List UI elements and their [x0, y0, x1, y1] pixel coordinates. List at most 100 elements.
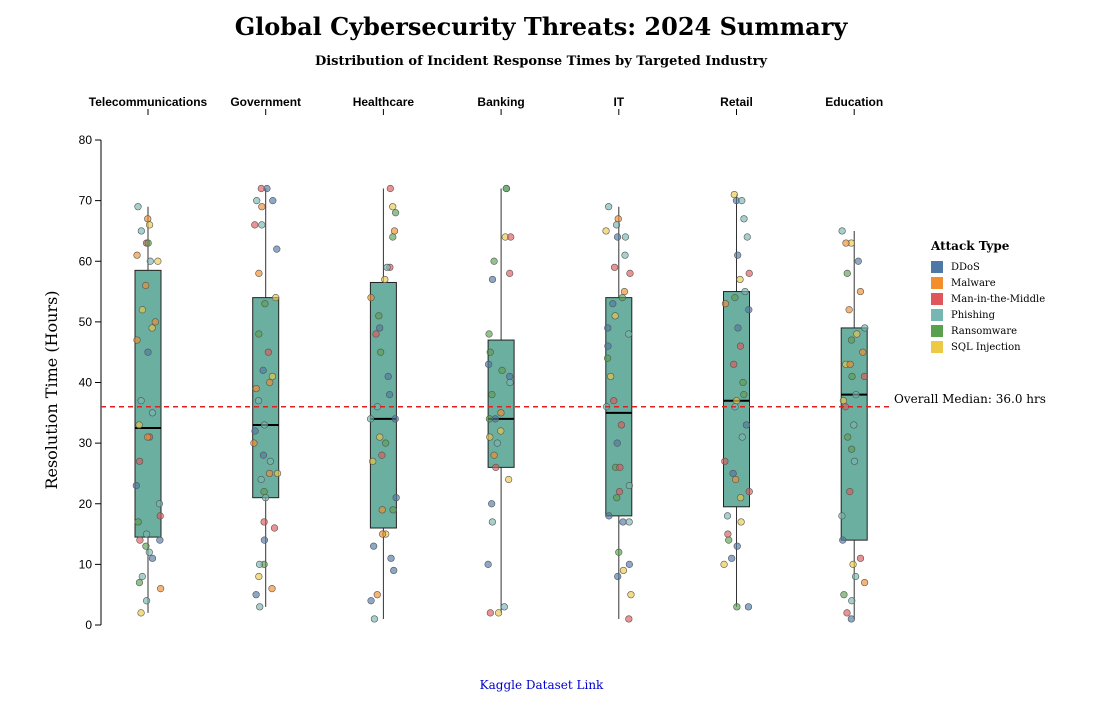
data-point: [743, 233, 751, 241]
data-point: [488, 518, 496, 526]
data-point: [491, 415, 499, 423]
data-point: [745, 269, 753, 277]
overall-median-label: Overall Median: 36.0 hrs: [894, 392, 1046, 406]
data-point: [720, 560, 728, 568]
data-point: [850, 457, 859, 465]
data-point: [134, 518, 142, 526]
data-point: [745, 306, 753, 314]
data-point: [260, 536, 269, 544]
data-point: [497, 427, 505, 435]
legend-item: Man-in-the-Middle: [931, 293, 1045, 305]
data-point: [144, 433, 152, 441]
legend-title: Attack Type: [930, 239, 1010, 253]
data-point: [260, 488, 268, 496]
data-point: [847, 336, 856, 344]
data-point: [740, 391, 748, 399]
data-point: [257, 475, 265, 484]
data-point: [137, 609, 145, 617]
iqr-box: [487, 339, 515, 468]
legend: DDoS Malware Man-in-the-Middle Phishing Rans…: [931, 261, 1045, 353]
data-point: [611, 312, 619, 320]
data-point: [838, 512, 846, 520]
points-layer: [132, 184, 869, 623]
data-point: [378, 530, 387, 538]
data-point: [730, 190, 738, 199]
data-point: [840, 591, 848, 599]
legend-label: Malware: [951, 278, 996, 289]
data-point: [135, 421, 143, 429]
data-point: [721, 457, 729, 465]
data-point: [604, 342, 612, 350]
data-point: [378, 506, 386, 514]
data-point: [370, 615, 379, 623]
dataset-link[interactable]: Kaggle Dataset Link: [479, 678, 604, 692]
data-point: [367, 294, 375, 302]
data-point: [738, 197, 746, 205]
data-point: [610, 397, 618, 405]
data-point: [151, 318, 159, 326]
data-point: [844, 433, 852, 441]
data-point: [848, 597, 856, 605]
data-point: [490, 257, 498, 265]
data-point: [744, 603, 753, 611]
data-point: [617, 421, 626, 429]
data-point: [148, 409, 157, 417]
data-point: [260, 421, 269, 429]
data-point: [132, 481, 140, 490]
data-point: [625, 615, 633, 623]
data-point: [264, 348, 272, 356]
data-point: [485, 360, 493, 368]
data-point: [614, 215, 622, 223]
data-point: [494, 609, 503, 617]
data-point: [861, 578, 869, 587]
data-point: [255, 572, 263, 581]
data-point: [259, 366, 267, 374]
y-axis-label: Resolution Time (Hours): [42, 290, 61, 489]
data-point: [265, 469, 274, 478]
data-point: [732, 475, 740, 484]
data-point: [731, 294, 739, 302]
dataset-link-wrap: Kaggle Dataset Link: [0, 678, 1083, 692]
legend-label: DDoS: [951, 262, 980, 273]
y-tick-label: 50: [79, 315, 93, 329]
x-axis: Telecommunications Government Healthcare Ba…: [89, 95, 883, 115]
legend-item: DDoS: [931, 261, 980, 273]
data-point: [142, 530, 151, 538]
data-point: [390, 227, 399, 235]
data-point: [134, 203, 142, 211]
data-point: [377, 348, 385, 356]
data-point: [614, 572, 622, 581]
legend-item: Ransomware: [931, 325, 1017, 337]
data-point: [615, 488, 624, 496]
data-point: [839, 536, 847, 544]
data-point: [723, 512, 732, 520]
data-point: [389, 506, 397, 514]
data-point: [613, 439, 621, 447]
data-point: [845, 306, 853, 314]
data-point: [849, 560, 857, 568]
data-point: [619, 566, 628, 575]
data-point: [838, 227, 846, 235]
data-point: [613, 233, 622, 241]
legend-swatch: [931, 277, 943, 289]
data-point: [261, 494, 270, 502]
data-point: [856, 554, 865, 562]
data-point: [157, 585, 165, 593]
x-category-label: Education: [825, 95, 883, 109]
data-point: [142, 281, 150, 290]
data-point: [850, 421, 858, 429]
data-point: [370, 542, 378, 550]
data-point: [255, 560, 264, 568]
data-point: [736, 342, 745, 350]
data-point: [842, 239, 850, 247]
data-point: [605, 512, 613, 520]
data-point: [146, 257, 154, 265]
data-point: [255, 330, 263, 338]
data-point: [854, 257, 862, 265]
data-point: [738, 433, 746, 441]
data-point: [269, 197, 277, 205]
data-point: [740, 215, 748, 223]
data-point: [145, 548, 153, 556]
data-point: [273, 469, 282, 478]
box-healthcare: [369, 188, 397, 619]
